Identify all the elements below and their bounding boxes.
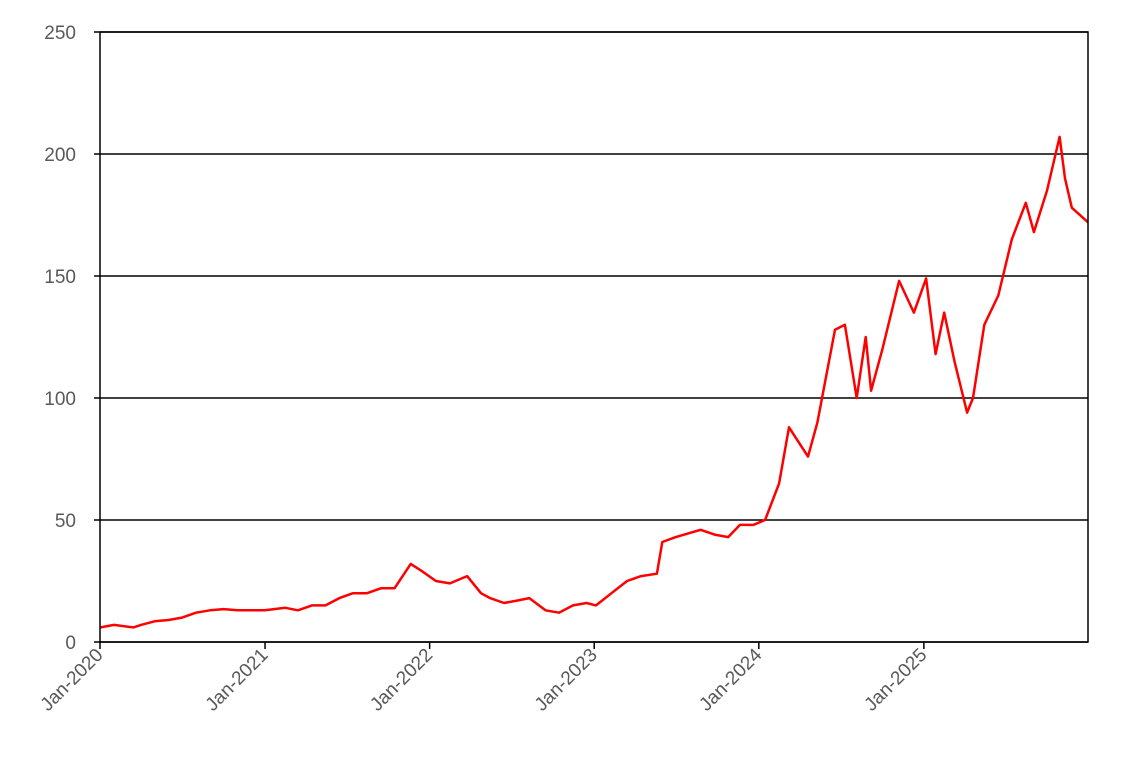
- y-tick-label: 100: [44, 389, 76, 410]
- x-tick-label: Jan-2022: [366, 645, 437, 716]
- y-tick-label: 250: [44, 23, 76, 44]
- price-series-line: [100, 135, 1089, 629]
- y-tick-label: 50: [55, 511, 76, 532]
- y-tick-label: 200: [44, 145, 76, 166]
- x-tick-label: Jan-2025: [861, 645, 932, 716]
- x-axis-ticks: Jan-2020 Jan-2021 Jan-2022 Jan-2023 Jan-2024…: [37, 642, 932, 716]
- x-tick-label: Jan-2020: [37, 645, 108, 716]
- plot-area-frame: [99, 31, 1089, 643]
- y-tick-label: 0: [65, 633, 76, 654]
- y-tick-label: 150: [44, 267, 76, 288]
- x-tick-label: Jan-2021: [202, 645, 273, 716]
- x-tick-label: Jan-2024: [695, 644, 766, 715]
- x-tick-label: Jan-2023: [531, 645, 602, 716]
- y-axis-ticks: 0 50 100 150 200 250: [44, 23, 100, 654]
